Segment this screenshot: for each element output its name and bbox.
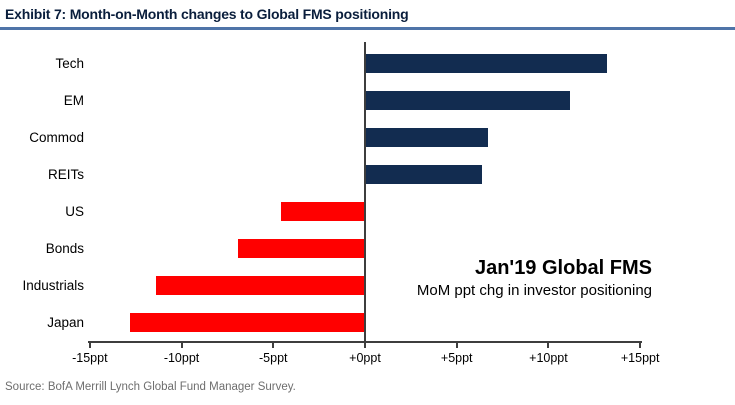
x-axis-tick [180, 343, 183, 348]
source-note: Source: BofA Merrill Lynch Global Fund M… [5, 381, 296, 393]
chart-annotation: Jan'19 Global FMS MoM ppt chg in investo… [417, 257, 652, 303]
exhibit-title: Exhibit 7: Month-on-Month changes to Glo… [0, 0, 735, 30]
category-label-us: US [65, 204, 84, 219]
bar-chart: Tech EM Commod REITs US Bonds Industrials Japan… [0, 42, 735, 370]
bar-row [88, 82, 642, 119]
category-label-commod: Commod [29, 130, 84, 145]
x-axis-tick-label: -10ppt [163, 351, 200, 365]
x-axis-tick-label: +0ppt [349, 351, 381, 365]
bar-reits [365, 165, 483, 184]
plot-area: Jan'19 Global FMS MoM ppt chg in investo… [72, 42, 659, 365]
bar-row [88, 45, 642, 82]
category-label-japan: Japan [47, 315, 84, 330]
x-axis-tick [639, 343, 642, 348]
bar-row [88, 304, 642, 341]
x-axis-tick-label: +5ppt [440, 351, 473, 365]
bar-em [365, 91, 571, 110]
x-axis-tick-label: -5ppt [259, 351, 288, 365]
x-axis-tick-label: -15ppt [72, 351, 108, 365]
bar-japan [130, 313, 365, 332]
category-label-column: Tech EM Commod REITs US Bonds Industrials Japan [0, 45, 84, 341]
x-axis-tick-label: +15ppt [620, 351, 660, 365]
x-axis-tick [88, 343, 91, 348]
category-label-reits: REITs [47, 167, 84, 182]
annotation-title: Jan'19 Global FMS [474, 257, 652, 279]
category-label-em: EM [63, 93, 84, 108]
bar-rows [88, 45, 642, 341]
bar-row [88, 230, 642, 267]
category-label-bonds: Bonds [45, 241, 84, 256]
bar-row [88, 267, 642, 304]
x-axis-tick [364, 343, 366, 348]
bar-tech [365, 54, 608, 73]
bar-row [88, 156, 642, 193]
bar-bonds [238, 239, 365, 258]
category-label-industrials: Industrials [22, 278, 84, 293]
zero-axis-line [364, 42, 366, 341]
annotation-subtitle: MoM ppt chg in investor positioning [416, 282, 652, 299]
bar-us [280, 202, 365, 221]
x-axis-tick [272, 343, 275, 348]
x-axis: -15ppt -10ppt -5ppt +0ppt +5ppt +10ppt +15ppt [72, 341, 659, 371]
x-axis-tick [547, 343, 550, 348]
x-axis-tick [455, 343, 458, 348]
bar-industrials [155, 276, 365, 295]
bar-row [88, 193, 642, 230]
bar-row [88, 119, 642, 156]
bar-commod [365, 128, 488, 147]
x-axis-tick-label: +10ppt [529, 351, 568, 365]
category-label-tech: Tech [55, 56, 84, 71]
